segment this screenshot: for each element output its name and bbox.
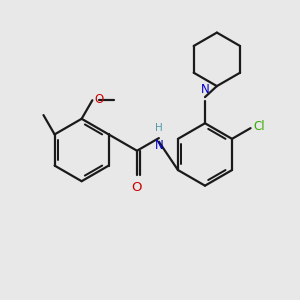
Text: N: N bbox=[201, 83, 209, 96]
Text: Cl: Cl bbox=[254, 120, 265, 133]
Text: N: N bbox=[154, 139, 163, 152]
Text: O: O bbox=[132, 181, 142, 194]
Text: O: O bbox=[95, 93, 104, 106]
Text: H: H bbox=[155, 123, 163, 133]
